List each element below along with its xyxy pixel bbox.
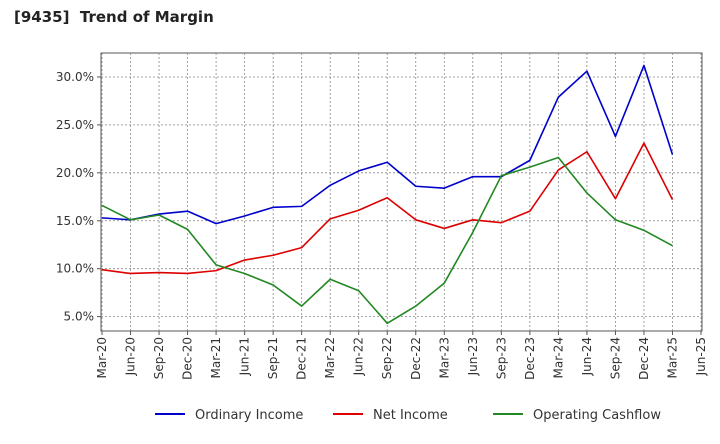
x-tick-label: Jun-25 <box>694 337 708 376</box>
grid <box>101 53 702 331</box>
x-tick-label: Jun-24 <box>580 337 594 376</box>
x-tick-label: Mar-22 <box>323 337 337 378</box>
x-tick-label: Mar-24 <box>551 337 565 378</box>
x-tick-label: Sep-23 <box>494 337 508 379</box>
y-tick-label: 15.0% <box>56 214 94 228</box>
x-tick-label: Jun-20 <box>124 337 138 376</box>
x-tick-label: Sep-20 <box>152 337 166 379</box>
x-tick-label: Mar-20 <box>95 337 109 378</box>
x-tick-label: Dec-20 <box>181 337 195 380</box>
y-tick-label: 10.0% <box>56 262 94 276</box>
series-line-operating-cashflow <box>101 156 673 325</box>
legend: Ordinary Income Net Income Operating Cashf… <box>155 408 661 423</box>
y-tick-label: 20.0% <box>56 166 94 180</box>
series-lines <box>101 64 674 325</box>
x-tick-label: Dec-23 <box>523 337 537 380</box>
plot-area <box>100 52 703 332</box>
x-tick-label: Mar-25 <box>665 337 679 378</box>
y-tick-label: 30.0% <box>56 70 94 84</box>
y-tick-label: 25.0% <box>56 118 94 132</box>
x-tick-label: Jun-23 <box>466 337 480 376</box>
x-tick-label: Jun-21 <box>238 337 252 376</box>
y-axis-ticks: 5.0% 10.0% 15.0% 20.0% 25.0% 30.0% <box>56 70 101 324</box>
y-tick-label: 5.0% <box>64 310 95 324</box>
legend-label-ordinary-income: Ordinary Income <box>195 408 303 423</box>
chart-title: [9435] Trend of Margin <box>14 8 214 26</box>
x-tick-label: Dec-22 <box>409 337 423 380</box>
x-tick-label: Sep-21 <box>266 337 280 379</box>
series-line-ordinary-income <box>101 64 674 225</box>
legend-label-operating-cashflow: Operating Cashflow <box>533 408 661 423</box>
x-tick-label: Dec-21 <box>295 337 309 380</box>
x-tick-label: Dec-24 <box>637 337 651 380</box>
x-tick-label: Sep-22 <box>380 337 394 379</box>
x-tick-label: Jun-22 <box>352 337 366 376</box>
x-tick-label: Sep-24 <box>608 337 622 379</box>
x-tick-label: Mar-23 <box>437 337 451 378</box>
x-tick-label: Mar-21 <box>209 337 223 378</box>
series-line-net-income <box>101 142 674 275</box>
x-axis-ticks: Mar-20 Jun-20 Sep-20 Dec-20 Mar-21 Jun-21 Sep-… <box>95 331 708 380</box>
legend-label-net-income: Net Income <box>373 408 448 423</box>
